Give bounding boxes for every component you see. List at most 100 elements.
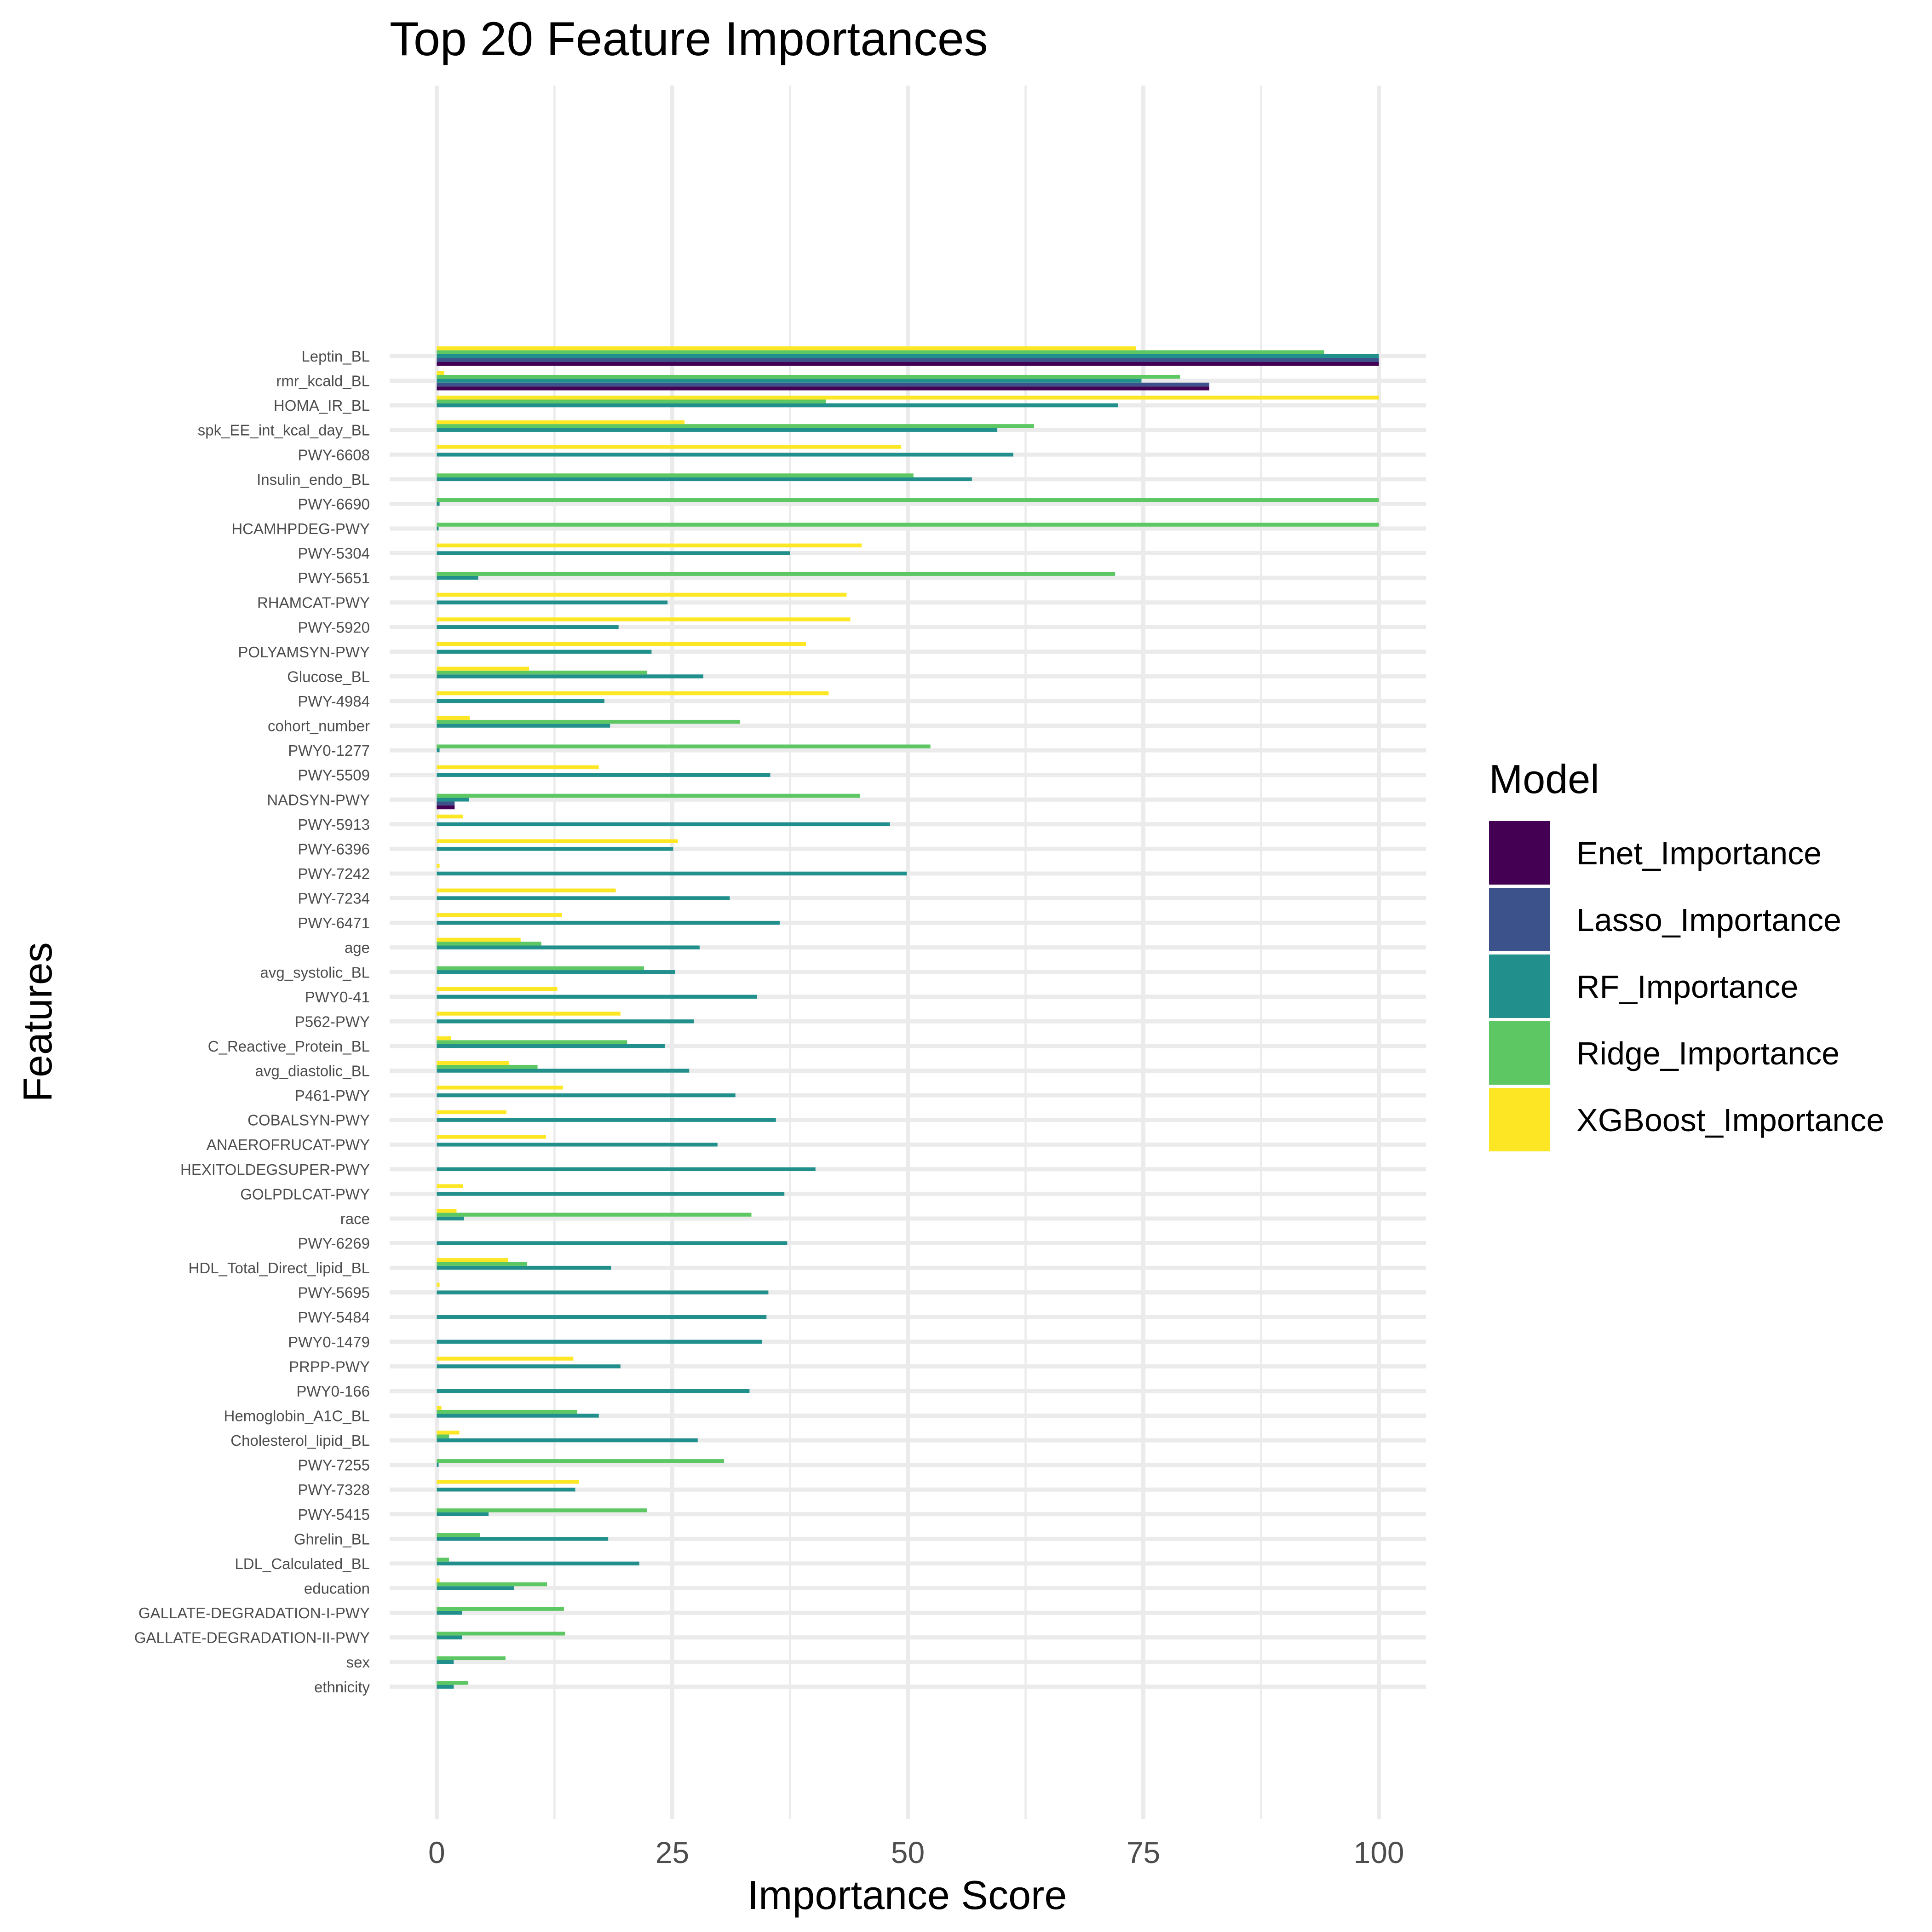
bar-ridge-importance <box>437 374 1180 379</box>
y-tick-label: spk_EE_int_kcal_day_BL <box>198 422 370 439</box>
bar-xgboost-importance <box>437 1012 621 1016</box>
legend-key <box>1489 821 1550 885</box>
bar-rf-importance <box>437 674 704 678</box>
bar-rf-importance <box>437 1118 776 1122</box>
x-axis-title: Importance Score <box>748 1872 1067 1918</box>
y-tick-label: NADSYN-PWY <box>267 791 370 808</box>
y-tick-label: POLYAMSYN-PWY <box>238 644 370 661</box>
bar-xgboost-importance <box>437 642 806 646</box>
legend-label: Enet_Importance <box>1576 835 1822 871</box>
bar-xgboost-importance <box>437 1480 579 1484</box>
bar-ridge-importance <box>437 1582 547 1587</box>
bar-ridge-importance <box>437 1213 752 1217</box>
bar-xgboost-importance <box>437 987 558 991</box>
y-tick-label: age <box>345 939 370 956</box>
bar-xgboost-importance <box>437 863 440 868</box>
bar-rf-importance <box>437 477 972 482</box>
bar-rf-importance <box>437 1438 698 1443</box>
bar-rf-importance <box>437 502 440 506</box>
bar-xgboost-importance <box>437 617 851 621</box>
y-tick-label: PWY0-1277 <box>288 742 370 759</box>
y-tick-label: PWY-5415 <box>298 1506 370 1523</box>
y-tick-label: rmr_kcald_BL <box>276 373 370 390</box>
bar-xgboost-importance <box>437 1208 457 1213</box>
bar-rf-importance <box>437 920 780 925</box>
bar-rf-importance <box>437 1216 464 1221</box>
bar-rf-importance <box>437 1414 599 1418</box>
bar-lasso-importance <box>437 382 1209 387</box>
legend-key <box>1489 888 1550 951</box>
bar-ridge-importance <box>437 572 1116 576</box>
x-tick-label: 100 <box>1354 1835 1404 1869</box>
bar-rf-importance <box>437 1093 736 1098</box>
bar-xgboost-importance <box>437 814 463 819</box>
y-tick-label: Glucose_BL <box>287 668 370 685</box>
legend-title: Model <box>1489 756 1599 802</box>
y-tick-label: PWY0-166 <box>296 1383 370 1400</box>
x-axis-tick-labels: 0 25 50 75 100 <box>428 1835 1404 1869</box>
bar-xgboost-importance <box>437 1086 563 1090</box>
y-tick-label: HOMA_IR_BL <box>274 397 370 414</box>
bar-lasso-importance <box>437 358 1379 362</box>
bar-ridge-importance <box>437 399 826 403</box>
legend-label: Ridge_Importance <box>1576 1035 1840 1071</box>
bar-ridge-importance <box>437 473 914 477</box>
y-tick-label: P562-PWY <box>295 1013 370 1030</box>
bar-rf-importance <box>437 970 675 974</box>
y-tick-label: PWY-6608 <box>298 446 370 463</box>
bar-rf-importance <box>437 1143 718 1147</box>
x-tick-label: 0 <box>428 1835 445 1869</box>
bar-xgboost-importance <box>437 691 829 696</box>
y-tick-label: PWY-5913 <box>298 816 370 833</box>
bar-rf-importance <box>437 575 478 580</box>
legend: Model Enet_Importance Lasso_Importance RF_… <box>1489 756 1884 1151</box>
bar-ridge-importance <box>437 1409 577 1414</box>
bar-xgboost-importance <box>437 420 685 425</box>
y-tick-label: PWY-6269 <box>298 1235 370 1252</box>
bar-xgboost-importance <box>437 839 678 843</box>
y-tick-label: GOLPDLCAT-PWY <box>240 1185 370 1202</box>
y-tick-label: PWY-5304 <box>298 545 370 562</box>
bar-rf-importance <box>437 1685 454 1689</box>
bar-rf-importance <box>437 1610 462 1615</box>
bar-rf-importance <box>437 600 668 604</box>
y-tick-label: PRPP-PWY <box>289 1358 370 1375</box>
bar-ridge-importance <box>437 744 931 748</box>
y-tick-label: RHAMCAT-PWY <box>257 594 370 611</box>
bar-ridge-importance <box>437 1064 538 1069</box>
y-tick-label: GALLATE-DEGRADATION-II-PWY <box>134 1629 370 1646</box>
y-tick-label: HCAMHPDEG-PWY <box>231 520 370 537</box>
legend-key <box>1489 1088 1550 1151</box>
bar-rf-importance <box>437 1290 769 1294</box>
bar-rf-importance <box>437 945 700 949</box>
y-tick-label: Leptin_BL <box>301 348 370 365</box>
y-tick-label: sex <box>346 1654 370 1671</box>
bar-rf-importance <box>437 1019 694 1024</box>
bar-rf-importance <box>437 1512 489 1516</box>
bar-rf-importance <box>437 1463 439 1467</box>
bar-rf-importance <box>437 1660 454 1664</box>
bar-rf-importance <box>437 699 604 703</box>
bar-ridge-importance <box>437 1040 627 1044</box>
bar-rf-importance <box>437 822 890 827</box>
bar-ridge-importance <box>437 1434 449 1438</box>
bar-xgboost-importance <box>437 765 599 770</box>
bar-rf-importance <box>437 1167 816 1172</box>
bar-rf-importance <box>437 1586 514 1590</box>
y-tick-label: Cholesterol_lipid_BL <box>230 1432 370 1449</box>
y-tick-label: PWY-5509 <box>298 767 370 784</box>
bar-xgboost-importance <box>437 913 562 917</box>
bar-rf-importance <box>437 896 730 900</box>
bar-ridge-importance <box>437 719 740 724</box>
grid-lines <box>390 86 1426 1819</box>
bar-rf-importance <box>437 1069 690 1073</box>
bar-rf-importance <box>437 428 998 432</box>
y-tick-label: PWY-6396 <box>298 840 370 857</box>
y-tick-label: PWY-4984 <box>298 693 370 710</box>
bar-ridge-importance <box>437 523 1379 527</box>
bar-ridge-importance <box>437 1508 647 1512</box>
bar-rf-importance <box>437 354 1379 358</box>
bar-xgboost-importance <box>437 1135 546 1139</box>
bar-rf-importance <box>437 379 1142 383</box>
y-tick-label: HDL_Total_Direct_lipid_BL <box>189 1259 370 1276</box>
